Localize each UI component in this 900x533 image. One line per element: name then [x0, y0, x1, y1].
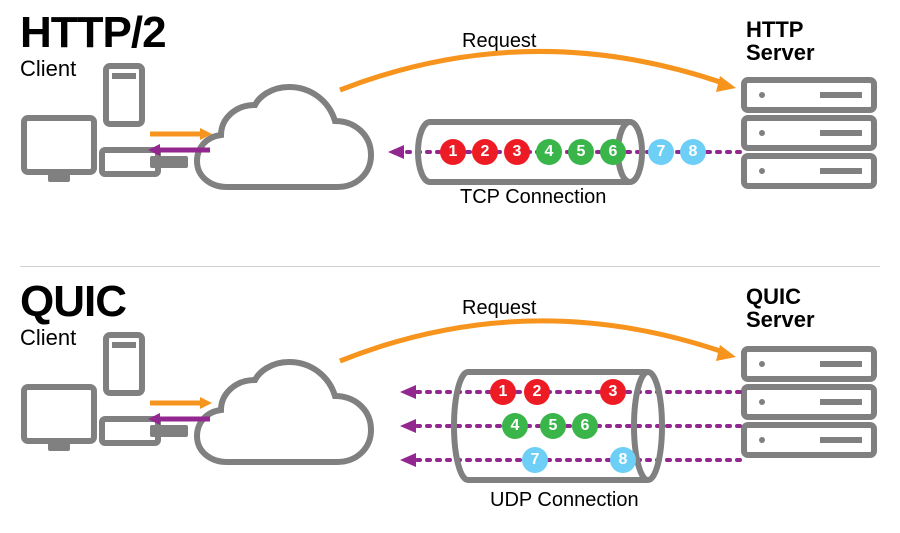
server-icon [744, 349, 874, 455]
panel-divider [20, 266, 880, 267]
packet-5: 5 [540, 413, 566, 439]
packet-4: 4 [536, 139, 562, 165]
packet-1: 1 [440, 139, 466, 165]
http2-svg-layer [0, 0, 900, 260]
response-streams [400, 385, 740, 467]
quic-panel: QUIC Client QUIC Server Request Internet… [0, 273, 900, 533]
request-arrow-small [150, 128, 212, 140]
request-arrow-small [150, 397, 212, 409]
packet-8: 8 [610, 447, 636, 473]
packet-8: 8 [680, 139, 706, 165]
request-arc [340, 321, 736, 361]
packet-7: 7 [522, 447, 548, 473]
packet-6: 6 [572, 413, 598, 439]
client-icon [24, 66, 188, 182]
packet-3: 3 [504, 139, 530, 165]
client-icon [24, 335, 188, 451]
packet-6: 6 [600, 139, 626, 165]
packet-5: 5 [568, 139, 594, 165]
packet-1: 1 [490, 379, 516, 405]
packet-4: 4 [502, 413, 528, 439]
cloud-icon [197, 362, 371, 462]
packet-3: 3 [600, 379, 626, 405]
http2-panel: HTTP/2 Client HTTP Server Request Intern… [0, 0, 900, 260]
quic-svg-layer [0, 273, 900, 533]
server-icon [744, 80, 874, 186]
packet-7: 7 [648, 139, 674, 165]
packet-2: 2 [524, 379, 550, 405]
request-arc [340, 51, 736, 92]
cloud-icon [197, 87, 371, 187]
packet-2: 2 [472, 139, 498, 165]
